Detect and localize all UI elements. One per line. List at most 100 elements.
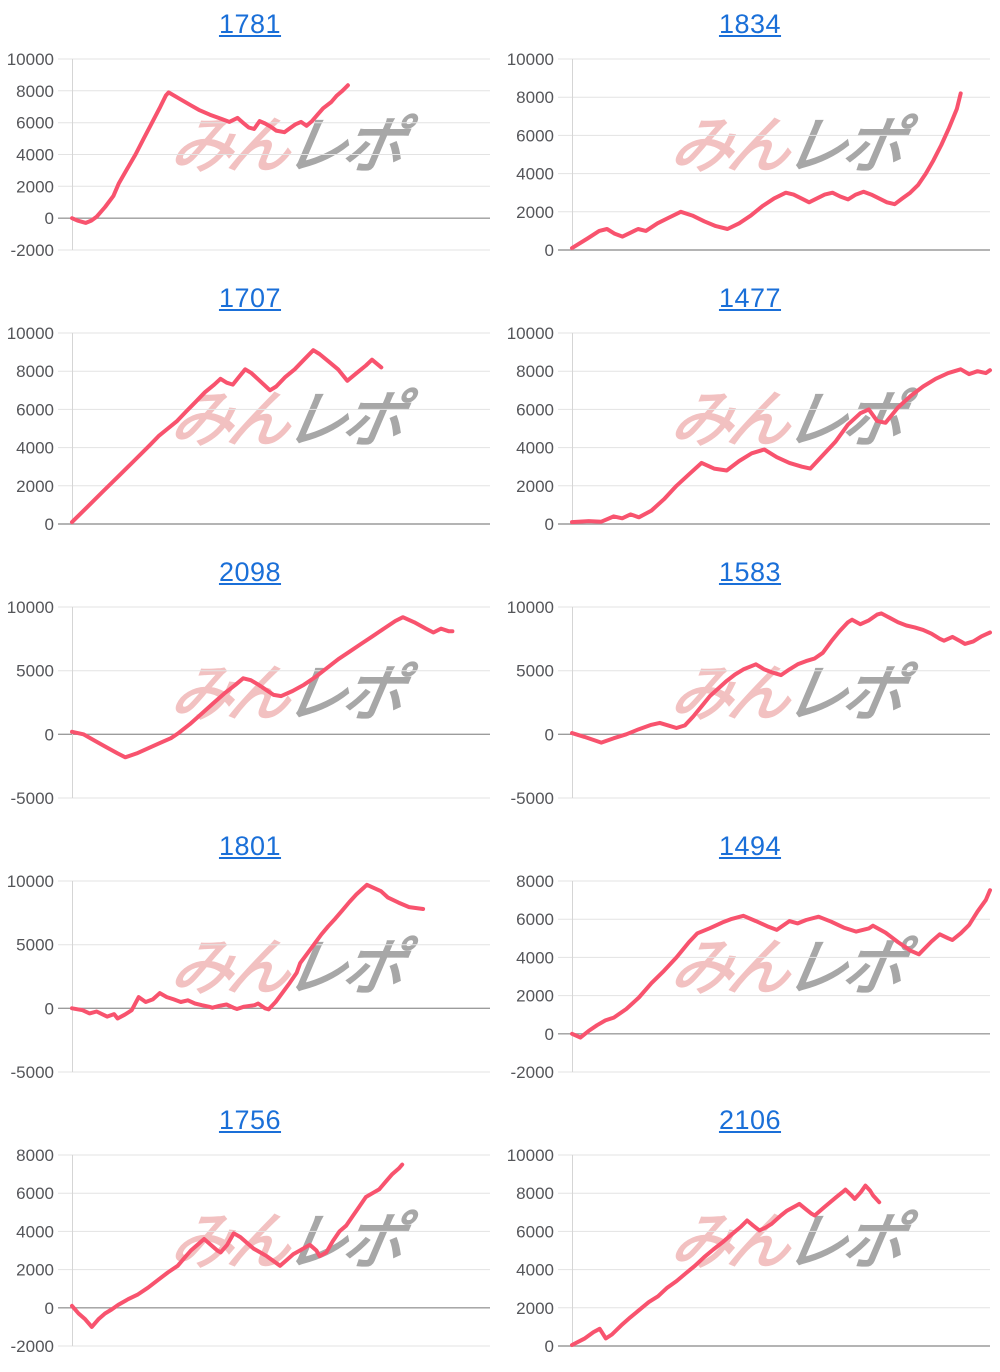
series-line: [570, 91, 963, 251]
chart-title-row: 1707: [0, 274, 500, 313]
series-line: [70, 83, 350, 225]
y-axis-tick-label: 10000: [7, 50, 54, 69]
y-axis-tick-label: 6000: [516, 400, 554, 419]
y-axis-tick-label: 8000: [516, 362, 554, 381]
line-chart-svg: 10000 8000 6000 4000 2000 0: [507, 50, 990, 260]
y-axis-tick-label: 10000: [507, 50, 554, 69]
chart-cell: 1477 みんレポ 10000 8000 6000 4000 2000 0: [500, 274, 1000, 548]
line-chart-svg: 10000 8000 6000 4000 2000 0: [507, 324, 992, 534]
y-axis-tick-label: 4000: [516, 948, 554, 967]
chart-title-link[interactable]: 1756: [218, 1105, 282, 1135]
chart-cell: 2106 みんレポ 10000 8000 6000 4000 2000 0: [500, 1096, 1000, 1370]
y-axis-tick-label: 4000: [516, 1261, 554, 1280]
y-axis-tick-label: 6000: [16, 400, 54, 419]
y-axis-tick-label: 8000: [16, 1146, 54, 1165]
chart-title-row: 2106: [500, 1096, 1000, 1135]
chart-title-row: 1781: [0, 0, 500, 39]
y-axis-tick-label: 4000: [16, 1222, 54, 1241]
chart-title-link[interactable]: 2106: [718, 1105, 782, 1135]
y-axis-tick-label: 0: [545, 1025, 554, 1044]
y-axis-tick-label: 10000: [7, 324, 54, 343]
chart-title-link[interactable]: 1583: [718, 557, 782, 587]
y-axis-tick-label: 2000: [16, 477, 54, 496]
y-axis-tick-label: 0: [45, 1299, 54, 1318]
y-axis-tick-label: 4000: [16, 439, 54, 458]
y-axis-tick-label: 8000: [516, 1184, 554, 1203]
y-axis-tick-label: 8000: [516, 88, 554, 107]
chart-title-link[interactable]: 1801: [218, 831, 282, 861]
chart-title-row: 1756: [0, 1096, 500, 1135]
chart-cell: 2098 みんレポ 10000 5000 0 -5000: [0, 548, 500, 822]
y-axis-tick-label: 2000: [516, 477, 554, 496]
y-axis-tick-label: 2000: [516, 1299, 554, 1318]
y-axis-tick-label: 5000: [16, 936, 54, 955]
y-axis-tick-label: 0: [45, 515, 54, 534]
chart-cell: 1707 みんレポ 10000 8000 6000 4000 2000 0: [0, 274, 500, 548]
series-line: [70, 1162, 405, 1329]
chart-cell: 1781 みんレポ 10000 8000 6000 4000 2000 0 -2000: [0, 0, 500, 274]
y-axis-tick-label: 6000: [516, 1222, 554, 1241]
series-line: [570, 367, 992, 525]
y-axis-tick-label: 4000: [516, 439, 554, 458]
line-chart-svg: 10000 8000 6000 4000 2000 0: [7, 324, 490, 534]
y-axis-tick-label: 4000: [16, 146, 54, 165]
chart-title-row: 2098: [0, 548, 500, 587]
chart-title-row: 1494: [500, 822, 1000, 861]
y-axis-tick-label: 0: [545, 515, 554, 534]
y-axis-tick-label: 4000: [516, 165, 554, 184]
line-chart-svg: 10000 5000 0 -5000: [507, 598, 992, 808]
line-chart-svg: 10000 5000 0 -5000: [7, 598, 490, 808]
chart-cell: 1756 みんレポ 8000 6000 4000 2000 0 -2000: [0, 1096, 500, 1370]
chart-title-link[interactable]: 1477: [718, 283, 782, 313]
chart-cell: 1801 みんレポ 10000 5000 0 -5000: [0, 822, 500, 1096]
y-axis-tick-label: -2000: [11, 1337, 54, 1356]
series-line: [570, 1183, 882, 1347]
y-axis-tick-label: 0: [545, 725, 554, 744]
y-axis-tick-label: 10000: [7, 872, 54, 891]
y-axis-tick-label: 6000: [16, 1184, 54, 1203]
y-axis-tick-label: 6000: [16, 114, 54, 133]
y-axis-tick-label: 0: [45, 999, 54, 1018]
y-axis-tick-label: 6000: [516, 910, 554, 929]
series-line: [570, 611, 992, 745]
series-line: [70, 615, 455, 760]
chart-title-row: 1834: [500, 0, 1000, 39]
y-axis-tick-label: 0: [545, 1337, 554, 1356]
y-axis-tick-label: -2000: [11, 241, 54, 260]
chart-title-link[interactable]: 1707: [218, 283, 282, 313]
y-axis-tick-label: 10000: [7, 598, 54, 617]
line-chart-svg: 8000 6000 4000 2000 0 -2000: [11, 1146, 490, 1356]
y-axis-tick-label: -5000: [11, 1063, 54, 1082]
series-line: [70, 348, 384, 525]
chart-cell: 1583 みんレポ 10000 5000 0 -5000: [500, 548, 1000, 822]
chart-title-row: 1801: [0, 822, 500, 861]
y-axis-tick-label: 10000: [507, 324, 554, 343]
chart-title-link[interactable]: 2098: [218, 557, 282, 587]
y-axis-tick-label: 2000: [516, 203, 554, 222]
y-axis-tick-label: 10000: [507, 598, 554, 617]
y-axis-tick-label: 2000: [16, 177, 54, 196]
y-axis-tick-label: 8000: [16, 82, 54, 101]
y-axis-tick-label: 8000: [516, 872, 554, 891]
chart-title-link[interactable]: 1781: [218, 9, 282, 39]
line-chart-svg: 10000 8000 6000 4000 2000 0 -2000: [7, 50, 490, 260]
line-chart-svg: 8000 6000 4000 2000 0 -2000: [511, 872, 992, 1082]
chart-title-link[interactable]: 1834: [718, 9, 782, 39]
y-axis-tick-label: -5000: [511, 789, 554, 808]
y-axis-tick-label: 10000: [507, 1146, 554, 1165]
series-line: [570, 888, 992, 1040]
chart-title-row: 1583: [500, 548, 1000, 587]
line-chart-svg: 10000 5000 0 -5000: [7, 872, 490, 1082]
y-axis-tick-label: 5000: [16, 662, 54, 681]
line-chart-svg: 10000 8000 6000 4000 2000 0: [507, 1146, 990, 1356]
chart-title-row: 1477: [500, 274, 1000, 313]
series-line: [70, 882, 426, 1021]
chart-cell: 1494 みんレポ 8000 6000 4000 2000 0 -2000: [500, 822, 1000, 1096]
y-axis-tick-label: 0: [545, 241, 554, 260]
y-axis-tick-label: 5000: [516, 662, 554, 681]
y-axis-tick-label: 8000: [16, 362, 54, 381]
chart-title-link[interactable]: 1494: [718, 831, 782, 861]
y-axis-tick-label: 2000: [16, 1261, 54, 1280]
